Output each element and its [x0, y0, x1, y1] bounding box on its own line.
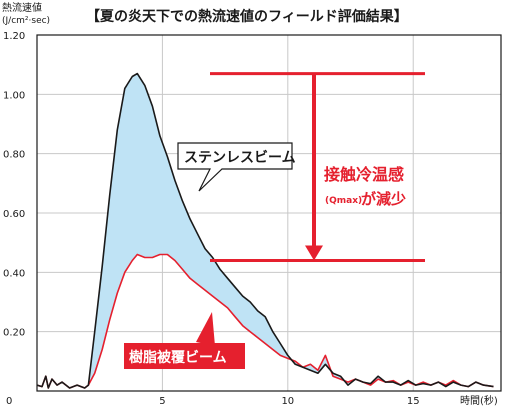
y-tick-label: 0.20 [3, 328, 25, 339]
x-tick-label: 15 [407, 396, 420, 407]
y-axis-label-line1: 熱流速値 [2, 1, 42, 14]
y-tick-label: 0.80 [3, 150, 25, 161]
plot-frame [36, 34, 502, 392]
y-tick-label: 1.20 [3, 31, 25, 42]
stainless-legend-label: ステンレスビーム [184, 150, 296, 166]
annotation-layer [210, 72, 425, 262]
reduction-arrow-head [305, 245, 323, 261]
origin-label: 0 [6, 396, 12, 407]
x-tick-label: 5 [159, 396, 165, 407]
y-tick-labels: 0.20 0.40 0.60 0.80 1.00 1.20 [3, 31, 25, 339]
y-axis-label-line2: (J/cm²·sec) [2, 16, 50, 26]
stainless-legend-callout: ステンレスビーム [177, 142, 296, 192]
y-tick-label: 1.00 [3, 90, 25, 101]
plot-border [36, 34, 502, 392]
x-tick-labels: 5 10 15 [159, 396, 419, 407]
x-axis-label: 時間(秒) [460, 394, 498, 407]
x-tick-label: 10 [281, 396, 294, 407]
annotation-qmax: (Qmax) [325, 196, 362, 206]
difference-area [37, 73, 494, 388]
resin-legend-callout: 樹脂被覆ビーム [124, 312, 245, 369]
series-layer [36, 72, 494, 389]
stainless-beam-line [36, 72, 494, 389]
chart-title: 【夏の炎天下での熱流速値のフィールド評価結果】 [86, 8, 408, 25]
annotation-line1: 接触冷温感 [324, 165, 404, 184]
resin-legend-label: 樹脂被覆ビーム [129, 349, 227, 366]
resin-beam-line [36, 253, 494, 389]
y-tick-label: 0.40 [3, 268, 25, 279]
y-tick-label: 0.60 [3, 209, 25, 220]
annotation-line2: が減少 [361, 190, 406, 208]
